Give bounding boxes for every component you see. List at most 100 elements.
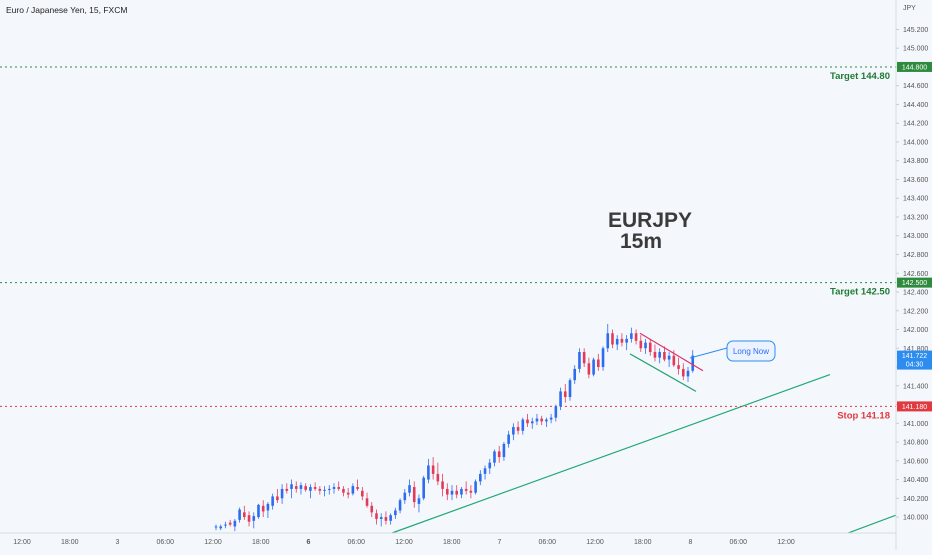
candle[interactable]: [356, 479, 359, 491]
candle[interactable]: [554, 404, 558, 422]
candle[interactable]: [526, 413, 529, 428]
candle[interactable]: [549, 413, 553, 424]
candle[interactable]: [483, 465, 487, 480]
candle[interactable]: [563, 383, 567, 403]
candle[interactable]: [299, 482, 303, 495]
candle[interactable]: [691, 350, 695, 373]
candle[interactable]: [233, 518, 237, 532]
candle[interactable]: [427, 458, 430, 484]
candle[interactable]: [497, 445, 501, 463]
candle[interactable]: [318, 486, 322, 495]
candle[interactable]: [394, 507, 397, 519]
candle[interactable]: [516, 421, 520, 435]
candle[interactable]: [327, 485, 331, 495]
candle[interactable]: [512, 423, 515, 441]
candle[interactable]: [630, 327, 633, 343]
candle[interactable]: [677, 357, 680, 375]
candle[interactable]: [625, 335, 628, 351]
candle[interactable]: [304, 483, 307, 492]
candle[interactable]: [601, 346, 605, 371]
ascending-trendline[interactable]: [391, 373, 831, 534]
candle[interactable]: [294, 481, 298, 493]
candle[interactable]: [474, 479, 477, 495]
candle[interactable]: [431, 457, 435, 480]
candle[interactable]: [290, 479, 293, 499]
candle[interactable]: [582, 348, 586, 368]
candle[interactable]: [644, 338, 647, 354]
candle[interactable]: [280, 484, 284, 504]
candle[interactable]: [681, 363, 685, 381]
candle[interactable]: [224, 521, 227, 529]
candle[interactable]: [247, 511, 251, 527]
candle[interactable]: [323, 486, 326, 497]
candle[interactable]: [214, 524, 218, 531]
candle[interactable]: [412, 481, 416, 508]
candle[interactable]: [502, 442, 506, 461]
candle[interactable]: [455, 485, 459, 499]
candle[interactable]: [597, 353, 600, 371]
candle[interactable]: [342, 486, 345, 497]
candle[interactable]: [408, 479, 411, 497]
candle[interactable]: [667, 352, 671, 368]
candle[interactable]: [507, 430, 510, 448]
candle[interactable]: [620, 333, 624, 347]
ascending-trendline-lower[interactable]: [847, 514, 897, 534]
candle[interactable]: [559, 387, 562, 411]
candle[interactable]: [375, 509, 378, 525]
candle[interactable]: [219, 524, 223, 531]
candle[interactable]: [276, 488, 279, 503]
candle[interactable]: [271, 493, 274, 510]
candle[interactable]: [648, 338, 652, 356]
candle[interactable]: [398, 498, 402, 514]
time-axis[interactable]: 12:00 18:00 3 06:00 12:00 18:00 6 06:00 12:00 18:…: [13, 539, 795, 546]
channel-lower-line[interactable]: [629, 353, 697, 392]
candle[interactable]: [653, 344, 657, 362]
candle[interactable]: [238, 507, 241, 523]
candle[interactable]: [545, 417, 548, 428]
candle[interactable]: [384, 511, 388, 525]
candle[interactable]: [464, 481, 468, 495]
candle[interactable]: [686, 367, 690, 383]
candle[interactable]: [479, 470, 482, 486]
candle[interactable]: [469, 485, 473, 499]
candle[interactable]: [578, 348, 581, 373]
candle[interactable]: [365, 492, 369, 508]
candle[interactable]: [261, 500, 265, 518]
candle[interactable]: [573, 365, 577, 384]
candle[interactable]: [493, 449, 496, 467]
candle[interactable]: [422, 475, 425, 501]
candle[interactable]: [332, 483, 336, 494]
candle[interactable]: [285, 483, 289, 494]
candle[interactable]: [266, 502, 270, 518]
candle[interactable]: [417, 494, 421, 513]
candle[interactable]: [488, 458, 492, 474]
candle[interactable]: [540, 415, 543, 426]
candle[interactable]: [535, 413, 539, 426]
candle[interactable]: [639, 335, 643, 353]
candle[interactable]: [313, 482, 317, 491]
candle[interactable]: [658, 348, 661, 364]
candle[interactable]: [370, 502, 374, 518]
candle[interactable]: [606, 323, 610, 353]
candle[interactable]: [436, 462, 440, 486]
candle[interactable]: [243, 505, 246, 520]
candle[interactable]: [521, 417, 525, 435]
candle[interactable]: [615, 335, 619, 351]
candle[interactable]: [611, 329, 614, 349]
candle[interactable]: [663, 346, 666, 362]
candle[interactable]: [403, 488, 407, 504]
candle[interactable]: [252, 512, 256, 529]
candle[interactable]: [228, 519, 232, 527]
channel-upper-line[interactable]: [639, 332, 704, 372]
candle[interactable]: [592, 357, 595, 377]
candle[interactable]: [441, 473, 444, 497]
candle[interactable]: [530, 417, 534, 429]
candle[interactable]: [568, 378, 572, 401]
candle[interactable]: [460, 487, 463, 499]
candle[interactable]: [634, 329, 638, 345]
candle[interactable]: [346, 487, 350, 499]
candle[interactable]: [389, 513, 392, 525]
candle[interactable]: [361, 487, 364, 501]
